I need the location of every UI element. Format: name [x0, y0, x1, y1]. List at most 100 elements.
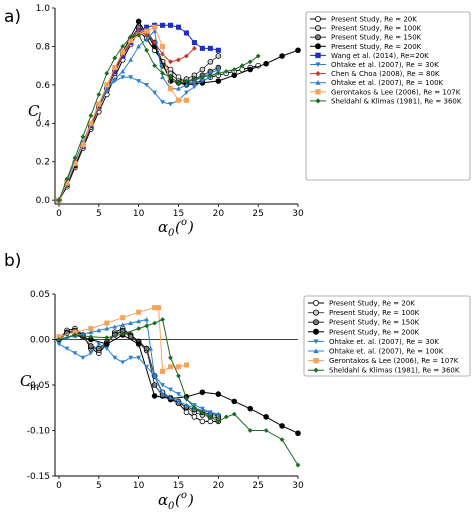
panel-b-data-point	[207, 409, 213, 415]
panel-b-data-point	[199, 389, 206, 396]
panel-a-data-point	[168, 102, 173, 107]
panel-b-xlabel-sub: 0	[168, 501, 175, 512]
panel-a-data-point	[135, 18, 142, 25]
panel-a-data-point	[295, 47, 301, 54]
panel-b-data-point	[191, 414, 198, 420]
panel-a-data-point	[128, 75, 134, 80]
panel-a-legend-item: Chen & Choa (2008), Re = 80K	[310, 70, 440, 78]
panel-b-data-point	[215, 419, 221, 424]
panel-b-ytick-label: -0.05	[27, 381, 50, 391]
panel-b-data-point	[183, 362, 189, 368]
panel-a-data-point	[136, 32, 142, 38]
panel-a-series-line	[58, 28, 219, 201]
panel-a-legend-label: Present Study, Re = 20K	[331, 16, 417, 24]
panel-a-data-point	[199, 74, 205, 80]
panel-a-data-point	[231, 72, 238, 79]
panel-a-xtick-label: 15	[173, 209, 184, 219]
panel-a-data-point	[96, 101, 102, 107]
panel-b-data-point	[160, 383, 165, 388]
panel-a-series-sheldahl-klimas-1981-re-360k	[56, 32, 261, 203]
panel-b-legend-item: Sheldahl & Klimas (1981), Re = 360K	[308, 367, 460, 375]
panel-a-data-point	[215, 70, 221, 76]
panel-a-data-point	[199, 79, 205, 84]
panel-a-xtick-label: 0	[56, 209, 62, 219]
panel-b-legend-marker	[312, 328, 319, 335]
panel-b-series-line	[58, 334, 299, 434]
panel-b-data-point	[96, 345, 102, 352]
panel-b-series-gerontakos-lee-2006-re-107k	[56, 305, 189, 374]
panel-a-data-point	[247, 59, 253, 65]
panel-b-data-point	[72, 332, 78, 338]
panel-a-xlabel-sub: 0	[168, 228, 175, 239]
panel-b-data-point	[120, 360, 126, 365]
panel-a-data-point	[215, 78, 222, 84]
panel-a-data-point	[80, 141, 86, 147]
panel-b-data-point	[184, 396, 189, 402]
panel-a-xlabel-open: (	[175, 218, 182, 236]
panel-b-data-point	[104, 320, 110, 326]
panel-b-legend-marker	[313, 367, 319, 373]
panel-b-legend-marker	[313, 357, 319, 364]
panel-b-data-point	[96, 328, 102, 333]
panel-a-data-point	[199, 45, 205, 51]
panel-b-data-point	[156, 305, 162, 311]
panel-a-data-point	[128, 34, 134, 40]
panel-b-data-point	[183, 409, 190, 416]
panel-b-data-point	[152, 305, 158, 311]
panel-a-data-point	[64, 176, 70, 182]
panel-a-data-point	[192, 45, 197, 51]
panel-a-data-point	[168, 59, 173, 65]
panel-b-legend-label: Present Study, Re = 20K	[329, 300, 415, 308]
panel-a-data-point	[104, 82, 110, 88]
panel-b-data-point	[168, 387, 173, 392]
panel-a-data-point	[144, 36, 150, 41]
panel-a-ylabel-sub: l	[38, 112, 41, 123]
panel-a-data-point	[56, 197, 62, 203]
panel-a-series-line	[58, 20, 299, 201]
panel-a-legend-label: Ohtake et al. (2007), Re = 30K	[331, 61, 439, 69]
panel-a-data-point	[152, 40, 157, 45]
panel-a-data-point	[168, 74, 173, 80]
panel-a-series-line	[58, 30, 195, 201]
panel-a-data-point	[160, 43, 166, 49]
panel-a-data-point	[136, 79, 142, 84]
panel-a-data-point	[144, 47, 150, 53]
panel-a-data-point	[215, 53, 222, 59]
panel-a-data-point	[120, 49, 126, 55]
panel-a-legend-label: Present Study, Re = 100K	[331, 25, 422, 33]
panel-b-data-point	[160, 391, 165, 397]
panel-b-series-line	[58, 318, 299, 466]
panel-a-data-point	[247, 66, 253, 73]
panel-a-data-point	[183, 30, 189, 36]
panel-b-data-point	[88, 351, 94, 356]
panel-b-data-point	[103, 341, 110, 347]
panel-a-data-point	[176, 80, 181, 86]
panel-b-legend-label: Ohtake et. al. (2007), Re = 100K	[329, 348, 444, 356]
panel-a-xtick-label: 10	[133, 209, 145, 219]
panel-a-series-line	[58, 34, 259, 201]
panel-b-ytick-label: 0.00	[30, 336, 50, 346]
panel-b-xlabel-main: α	[158, 491, 168, 509]
panel-b-series-ohtake-et-al-2007-re-100k	[56, 317, 221, 417]
panel-b-data-point	[144, 323, 150, 329]
panel-a-data-point	[167, 22, 174, 28]
panel-a-legend-marker	[315, 52, 321, 59]
panel-a-xlabel-close: )	[187, 218, 194, 236]
panel-a-ytick-label: 0.2	[36, 158, 50, 168]
panel-a-data-point	[184, 90, 189, 95]
panel-b-data-point	[175, 364, 182, 370]
panel-a-legend-marker	[315, 62, 321, 68]
panel-a-series-ohtake-et-al-2007-re-100k	[56, 28, 221, 203]
panel-a-series-line	[58, 24, 219, 201]
panel-a-data-point	[152, 90, 157, 95]
panel-b-series-sheldahl-klimas-1981-re-360k	[56, 317, 301, 468]
panel-b-data-point	[176, 373, 181, 379]
panel-b-series-line	[58, 318, 219, 415]
panel-b-data-point	[112, 355, 118, 361]
panel-a-ylabel: C l	[28, 102, 41, 123]
panel-b-label: b)	[4, 251, 21, 271]
panel-b-data-point	[223, 414, 229, 420]
panel-a-data-point	[120, 44, 126, 49]
panel-b-data-point	[176, 398, 181, 404]
panel-a-legend-item: Present Study, Re = 150K	[310, 34, 422, 42]
